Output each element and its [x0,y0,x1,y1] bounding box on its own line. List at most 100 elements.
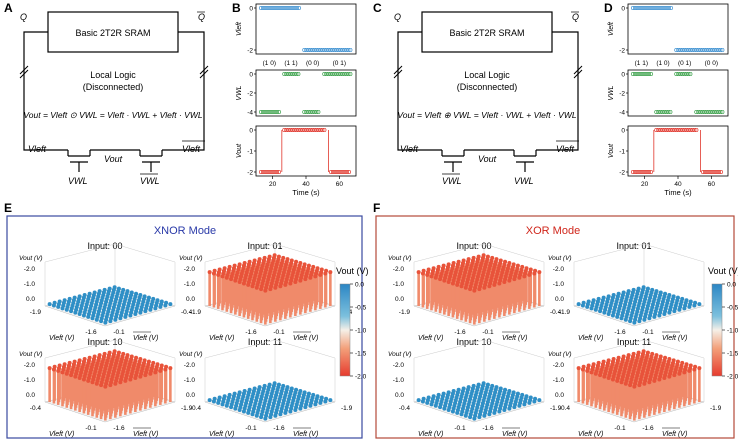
waveform-point [702,47,707,53]
surface-bar-top [438,277,443,282]
z-tick-label: -1.0 [393,281,405,288]
waveform-point [336,47,341,53]
surface-bar-top [576,366,581,371]
surface-bar-top [446,280,451,285]
waveform-point [326,71,331,77]
surface-bar-top [602,374,607,379]
waveform-point [332,169,338,175]
y-axis-label: Vleft (V) [502,431,527,438]
waveform-point [302,127,307,133]
waveform-point [262,169,268,175]
surface-bar-top [580,303,585,308]
waveform-point [700,109,705,115]
surface-bar-top [207,270,212,275]
surface-bar-top [537,270,542,275]
surface-bar-top [148,371,153,376]
waveform-point [690,127,695,133]
waveform-point [264,109,270,115]
waveform-point [660,127,665,133]
surface-bar-top [293,280,298,285]
z-axis-label: Vout (V) [19,351,43,358]
surface-bar-top [610,377,615,382]
waveform-point [290,71,295,77]
panel-e-mode: XNOR Mode [154,225,216,237]
x-tick-label: -0.4 [190,405,202,412]
waveform-point [696,109,701,115]
surface-bar-top [416,398,421,403]
waveform-point [320,47,325,53]
waveform-point [258,169,264,175]
waveform-point [718,109,723,115]
waveform-point [292,127,297,133]
waveform-point [704,109,709,115]
surface-bar-top [593,371,598,376]
waveform-point [268,5,274,11]
surface-bar-top [598,309,603,314]
waveform-point [680,71,685,77]
waveform-point [310,47,315,53]
state-tag: (0 0) [306,60,319,67]
z-axis-label: Vout (V) [179,351,203,358]
waveform-point [340,169,346,175]
waveform-point [646,169,652,175]
surface-back-wall [573,243,645,306]
surface-bar-top [47,302,52,307]
waveform-point [292,5,298,11]
panel-c-logic-line1: Local Logic [464,70,510,80]
waveform-point [282,5,288,11]
surface-back-wall [413,339,485,402]
waveform-point [676,47,681,53]
surface-bar-top [652,378,657,383]
surface-bar-top [328,270,333,275]
x-tick-label: 40 [302,181,310,188]
y-tick-label: -1.6 [642,425,654,432]
surface-bar-top [420,271,425,276]
surface-bar-top [268,415,273,420]
surface-bar-top [138,374,143,379]
y-tick-label: -1.9 [181,405,193,412]
y-tick-label: -0.4 [181,309,193,316]
surface-bar-top [298,406,303,411]
surface-bar-top [60,370,65,375]
surface-bar-top [318,400,323,405]
x-tick-label: -0.1 [85,425,97,432]
surface-bar-top [263,288,268,293]
surface-bar-top [615,378,620,383]
surface-bar-top [438,405,443,410]
waveform-point [258,5,264,11]
z-tick-label: -1.0 [393,377,405,384]
waveform-point [292,71,297,77]
waveform-point [656,109,661,115]
waveform-point [656,127,661,133]
surface-bar-top [153,370,158,375]
waveform-point [314,127,319,133]
waveform-point [686,71,691,77]
surface-bar-top [250,284,255,289]
z-axis-label: Vout (V) [388,351,412,358]
surface-bar-top [527,272,532,277]
surface-bar-top [94,381,99,386]
waveform-point [348,71,353,77]
panel-a-equation: Vout = Vleft ⊙ VWL = Vleft · VWL + Vleft… [23,110,202,120]
waveform-point [680,47,685,53]
panel-a-v-wl-bar: VWL [140,176,160,186]
waveform-point [296,5,302,11]
y-tick-label: -0.1 [113,329,125,336]
waveform-point [294,5,300,11]
waveform-point [344,71,349,77]
waveform-point [710,109,715,115]
panel-c-q: Q [394,12,401,22]
waveform-point [272,169,278,175]
waveform-point [630,5,636,11]
panel-d: D 0 -2 Vleft (1 1) (1 0) (0 1) (0 0) 0 -2 -4 VWL 0 -… [604,1,729,197]
z-tick-label: -2.0 [393,362,405,369]
surface-bar-top [288,281,293,286]
surface-bar-top [512,277,517,282]
waveform-point [666,5,672,11]
surface-bar-top [233,278,238,283]
surface-bar-top [697,366,702,371]
waveform-point [700,47,705,53]
waveform-point [692,47,697,53]
y-tick-label: -4 [247,110,253,117]
z-tick-label: 0.0 [395,392,404,399]
